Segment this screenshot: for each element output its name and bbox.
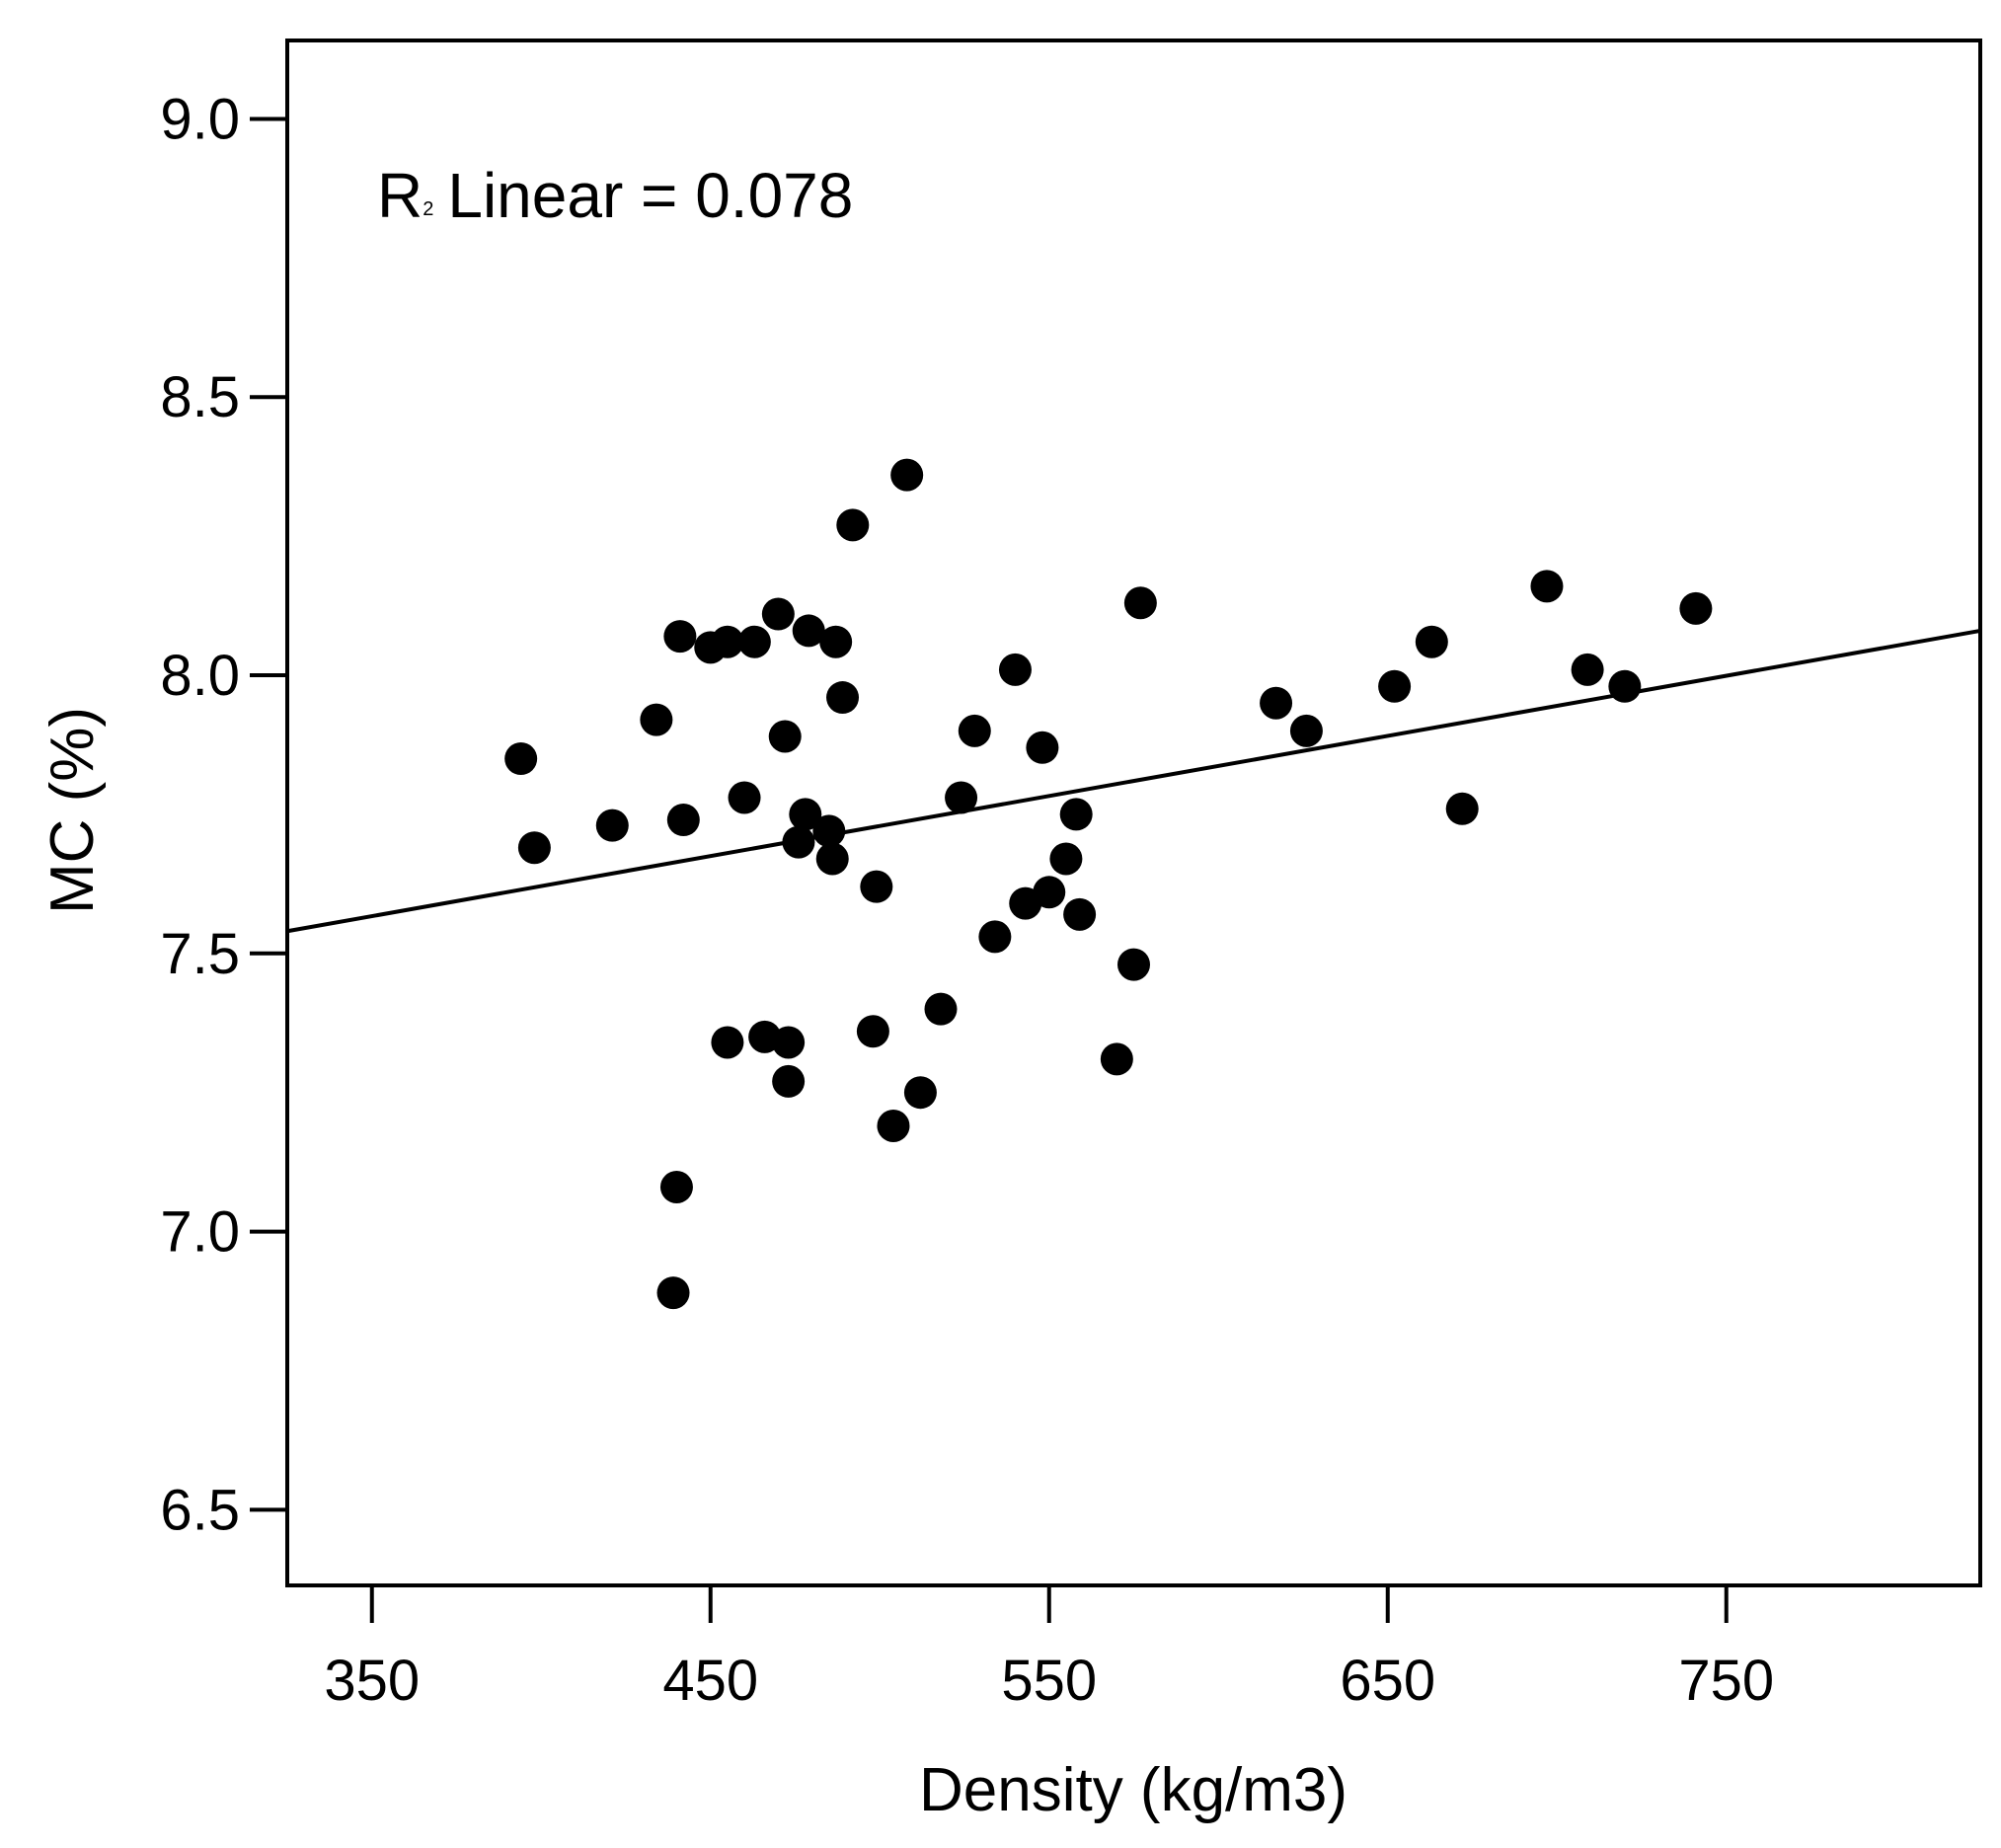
data-point [1445, 792, 1479, 825]
data-point [1260, 686, 1293, 720]
data-point [517, 831, 551, 865]
x-tick-label: 750 [1678, 1649, 1774, 1713]
y-tick-label: 7.0 [160, 1200, 240, 1265]
data-point [737, 625, 771, 658]
data-point [1123, 586, 1157, 620]
x-tick-label: 550 [1001, 1649, 1097, 1713]
data-point [640, 703, 673, 736]
data-point [1378, 669, 1412, 703]
data-point [998, 653, 1032, 686]
r-squared-value: Linear = 0.078 [447, 160, 853, 231]
data-point [812, 814, 846, 848]
data-point [768, 720, 802, 753]
x-axis: 350 450 550 650 750 [324, 1585, 1774, 1713]
y-tick-label: 6.5 [160, 1478, 240, 1542]
y-axis: 6.5 7.0 7.5 8.0 8.5 9.0 [160, 87, 287, 1542]
data-point [1100, 1042, 1133, 1076]
data-point [860, 870, 893, 903]
x-axis-title: Density (kg/m3) [919, 1756, 1347, 1824]
data-point [1571, 653, 1604, 686]
r-squared-annotation: R2 Linear = 0.078 [377, 160, 853, 231]
data-point [504, 742, 538, 776]
data-point [792, 614, 825, 648]
data-point [836, 508, 870, 542]
data-point [1049, 842, 1083, 876]
data-points-group [504, 458, 1713, 1310]
data-point [666, 804, 700, 837]
plot-frame [285, 38, 1982, 1587]
data-point [761, 597, 795, 631]
data-point [772, 1026, 806, 1059]
data-point [958, 714, 991, 747]
y-tick-label: 8.5 [160, 365, 240, 429]
data-point [856, 1015, 889, 1048]
data-point [595, 808, 629, 842]
data-point [945, 781, 978, 814]
y-tick-label: 8.0 [160, 644, 240, 708]
data-point [877, 1110, 910, 1143]
data-point [711, 625, 744, 658]
data-point [826, 681, 860, 715]
data-point [924, 992, 958, 1026]
data-point [1117, 948, 1150, 981]
x-tick-label: 450 [662, 1649, 758, 1713]
data-point [819, 625, 853, 658]
data-point [1415, 625, 1448, 658]
data-point [978, 920, 1012, 954]
data-point [815, 842, 849, 876]
r-squared-superscript: 2 [423, 198, 433, 220]
data-point [1059, 798, 1093, 831]
y-tick-label: 9.0 [160, 87, 240, 151]
data-point [1679, 591, 1713, 625]
data-point [656, 1276, 690, 1310]
y-axis-title: MC (%) [38, 707, 107, 914]
data-point [789, 798, 822, 831]
linear-fit-line [286, 628, 1981, 934]
data-point [1033, 876, 1066, 909]
x-tick-label: 350 [324, 1649, 420, 1713]
data-point [1026, 731, 1059, 764]
data-point [711, 1026, 744, 1059]
x-tick-label: 650 [1340, 1649, 1435, 1713]
data-point [772, 1064, 806, 1098]
data-point [890, 458, 924, 492]
data-point [1063, 897, 1097, 931]
data-point [663, 620, 697, 654]
data-point [1289, 714, 1323, 747]
data-point [659, 1170, 693, 1203]
data-point [903, 1076, 937, 1110]
data-point [1530, 570, 1564, 603]
y-tick-label: 7.5 [160, 922, 240, 986]
data-point [728, 781, 761, 814]
r-squared-prefix: R [377, 160, 423, 231]
